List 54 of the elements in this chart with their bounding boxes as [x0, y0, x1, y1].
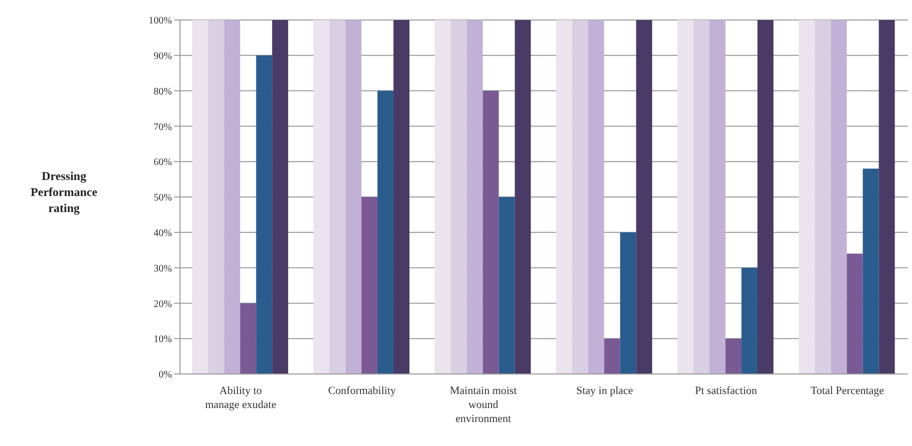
y-tick-label: 80%	[154, 86, 172, 98]
bar	[393, 20, 410, 374]
bar	[361, 197, 378, 374]
y-axis-title: Dressing Performance rating	[30, 169, 98, 215]
y-tick-label: 10%	[154, 334, 172, 346]
bar	[830, 20, 847, 374]
x-tick-label: Pt satisfaction	[694, 385, 758, 397]
bar	[482, 90, 499, 374]
y-tick-label: 60%	[154, 157, 172, 168]
bar	[224, 20, 240, 374]
bar	[741, 268, 758, 374]
bar	[377, 90, 394, 374]
bar	[604, 338, 620, 374]
bar	[588, 20, 604, 374]
bar	[798, 20, 815, 374]
y-tick-label: 20%	[154, 298, 172, 310]
bar	[677, 20, 694, 374]
bar	[240, 303, 256, 374]
bar	[709, 20, 726, 374]
x-tick-label: Total Percentage	[810, 385, 884, 397]
bar	[878, 20, 895, 374]
bar	[450, 20, 467, 374]
bar	[757, 20, 774, 374]
y-tick-label: 70%	[154, 122, 172, 133]
bar	[862, 168, 879, 374]
x-tick-label: Stay in place	[576, 385, 634, 397]
bar	[345, 20, 362, 374]
bar	[498, 197, 515, 374]
bar	[208, 20, 224, 374]
bar	[514, 20, 531, 374]
y-tick-label: 0%	[158, 370, 172, 381]
bar	[725, 338, 742, 374]
bar	[572, 20, 588, 374]
bar	[329, 20, 346, 374]
bar	[636, 20, 652, 374]
bar	[556, 20, 572, 374]
bar	[192, 20, 208, 374]
bar	[846, 254, 863, 374]
bar	[256, 55, 272, 374]
bar	[620, 232, 636, 374]
x-tick-label: Conformability	[328, 385, 396, 397]
x-tick-label: Maintain moist wound environment	[450, 385, 517, 425]
y-tick-label: 30%	[154, 263, 172, 274]
y-tick-label: 40%	[154, 228, 172, 239]
y-tick-label: 100%	[148, 16, 172, 27]
bar	[693, 20, 710, 374]
bar	[434, 20, 451, 374]
x-tick-label: Ability to manage exudate	[205, 385, 276, 411]
bar	[466, 20, 483, 374]
bar	[814, 20, 831, 374]
y-tick-label: 50%	[154, 192, 172, 204]
bar	[313, 20, 330, 374]
bar	[272, 20, 288, 374]
y-tick-label: 90%	[154, 50, 172, 62]
